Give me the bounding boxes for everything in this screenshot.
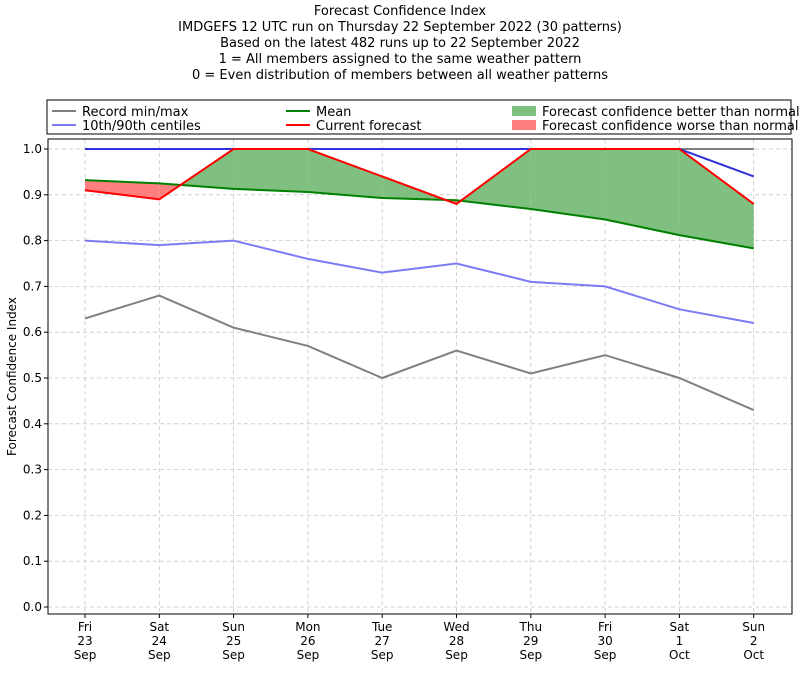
x-tick-label: 28 xyxy=(449,634,464,648)
x-tick-label: 25 xyxy=(226,634,241,648)
x-tick-label: Sep xyxy=(297,648,320,662)
x-tick-label: Fri xyxy=(78,620,92,634)
y-tick-label: 0.6 xyxy=(23,325,42,339)
current-line xyxy=(84,148,755,206)
x-tick-label: Sun xyxy=(222,620,245,634)
y-tick-label: 0.2 xyxy=(23,508,42,522)
y-tick-label: 0.7 xyxy=(23,279,42,293)
x-tick-label: 30 xyxy=(597,634,612,648)
chart-subtitle-line-1: IMDGEFS 12 UTC run on Thursday 22 Septem… xyxy=(178,20,622,35)
x-tick-label: Sep xyxy=(222,648,245,662)
x-tick-label: Sep xyxy=(74,648,97,662)
x-tick-label: Sep xyxy=(371,648,394,662)
x-tick-label: 29 xyxy=(523,634,538,648)
chart-title-block: Forecast Confidence Index IMDGEFS 12 UTC… xyxy=(0,4,800,84)
x-tick-label: Oct xyxy=(669,648,690,662)
legend-label: Record min/max xyxy=(82,105,189,120)
x-tick-label: Fri xyxy=(598,620,612,634)
y-tick-label: 0.4 xyxy=(23,417,42,431)
confidence-worse-area xyxy=(85,180,160,200)
y-axis-label: Forecast Confidence Index xyxy=(5,297,19,456)
x-tick-label: 23 xyxy=(77,634,92,648)
confidence-better-area xyxy=(307,149,383,199)
confidence-better-area xyxy=(679,149,754,249)
x-tick-label: Sun xyxy=(742,620,765,634)
confidence-better-area xyxy=(605,149,680,236)
legend-label: Mean xyxy=(316,105,351,120)
confidence-better-area xyxy=(460,149,531,209)
x-tick-label: 2 xyxy=(750,634,758,648)
legend-label: Forecast confidence better than normal xyxy=(542,105,800,120)
x-tick-label: 27 xyxy=(375,634,390,648)
x-tick-label: Tue xyxy=(371,620,393,634)
confidence-better-area xyxy=(233,149,308,193)
legend-label: Forecast confidence worse than normal xyxy=(542,119,799,134)
chart-title: Forecast Confidence Index xyxy=(313,4,487,19)
x-tick-label: Thu xyxy=(519,620,543,634)
legend-swatch xyxy=(512,120,536,130)
chart-subtitle-line-2: Based on the latest 482 runs up to 22 Se… xyxy=(220,36,580,51)
legend-box xyxy=(46,99,792,135)
chart-subtitle-line-3: 1 = All members assigned to the same wea… xyxy=(218,52,582,67)
y-tick-label: 0.1 xyxy=(23,554,42,568)
legend-label: 10th/90th centiles xyxy=(82,119,201,134)
confidence-better-area xyxy=(530,149,606,220)
p10-line xyxy=(84,239,754,325)
legend-swatch xyxy=(512,106,536,116)
x-tick-label: 24 xyxy=(152,634,167,648)
x-tick-label: Sep xyxy=(519,648,542,662)
y-tick-label: 0.9 xyxy=(23,188,42,202)
x-tick-label: 26 xyxy=(300,634,315,648)
y-tick-label: 0.0 xyxy=(23,600,42,614)
y-tick-label: 0.8 xyxy=(23,234,42,248)
x-tick-label: Sat xyxy=(149,620,169,634)
legend-label: Current forecast xyxy=(316,119,422,134)
x-tick-label: Oct xyxy=(743,648,764,662)
x-tick-label: Sat xyxy=(670,620,690,634)
x-tick-label: Sep xyxy=(594,648,617,662)
y-tick-label: 0.3 xyxy=(23,463,42,477)
chart-subtitle-line-4: 0 = Even distribution of members between… xyxy=(191,68,609,83)
x-tick-label: 1 xyxy=(676,634,684,648)
y-tick-label: 1.0 xyxy=(23,142,42,156)
record-min-line xyxy=(84,294,755,411)
x-tick-label: Wed xyxy=(443,620,469,634)
x-tick-label: Sep xyxy=(148,648,171,662)
plot-frame xyxy=(47,138,793,615)
x-tick-label: Sep xyxy=(445,648,468,662)
mean-line xyxy=(84,179,754,250)
y-tick-label: 0.5 xyxy=(23,371,42,385)
x-tick-label: Mon xyxy=(295,620,320,634)
